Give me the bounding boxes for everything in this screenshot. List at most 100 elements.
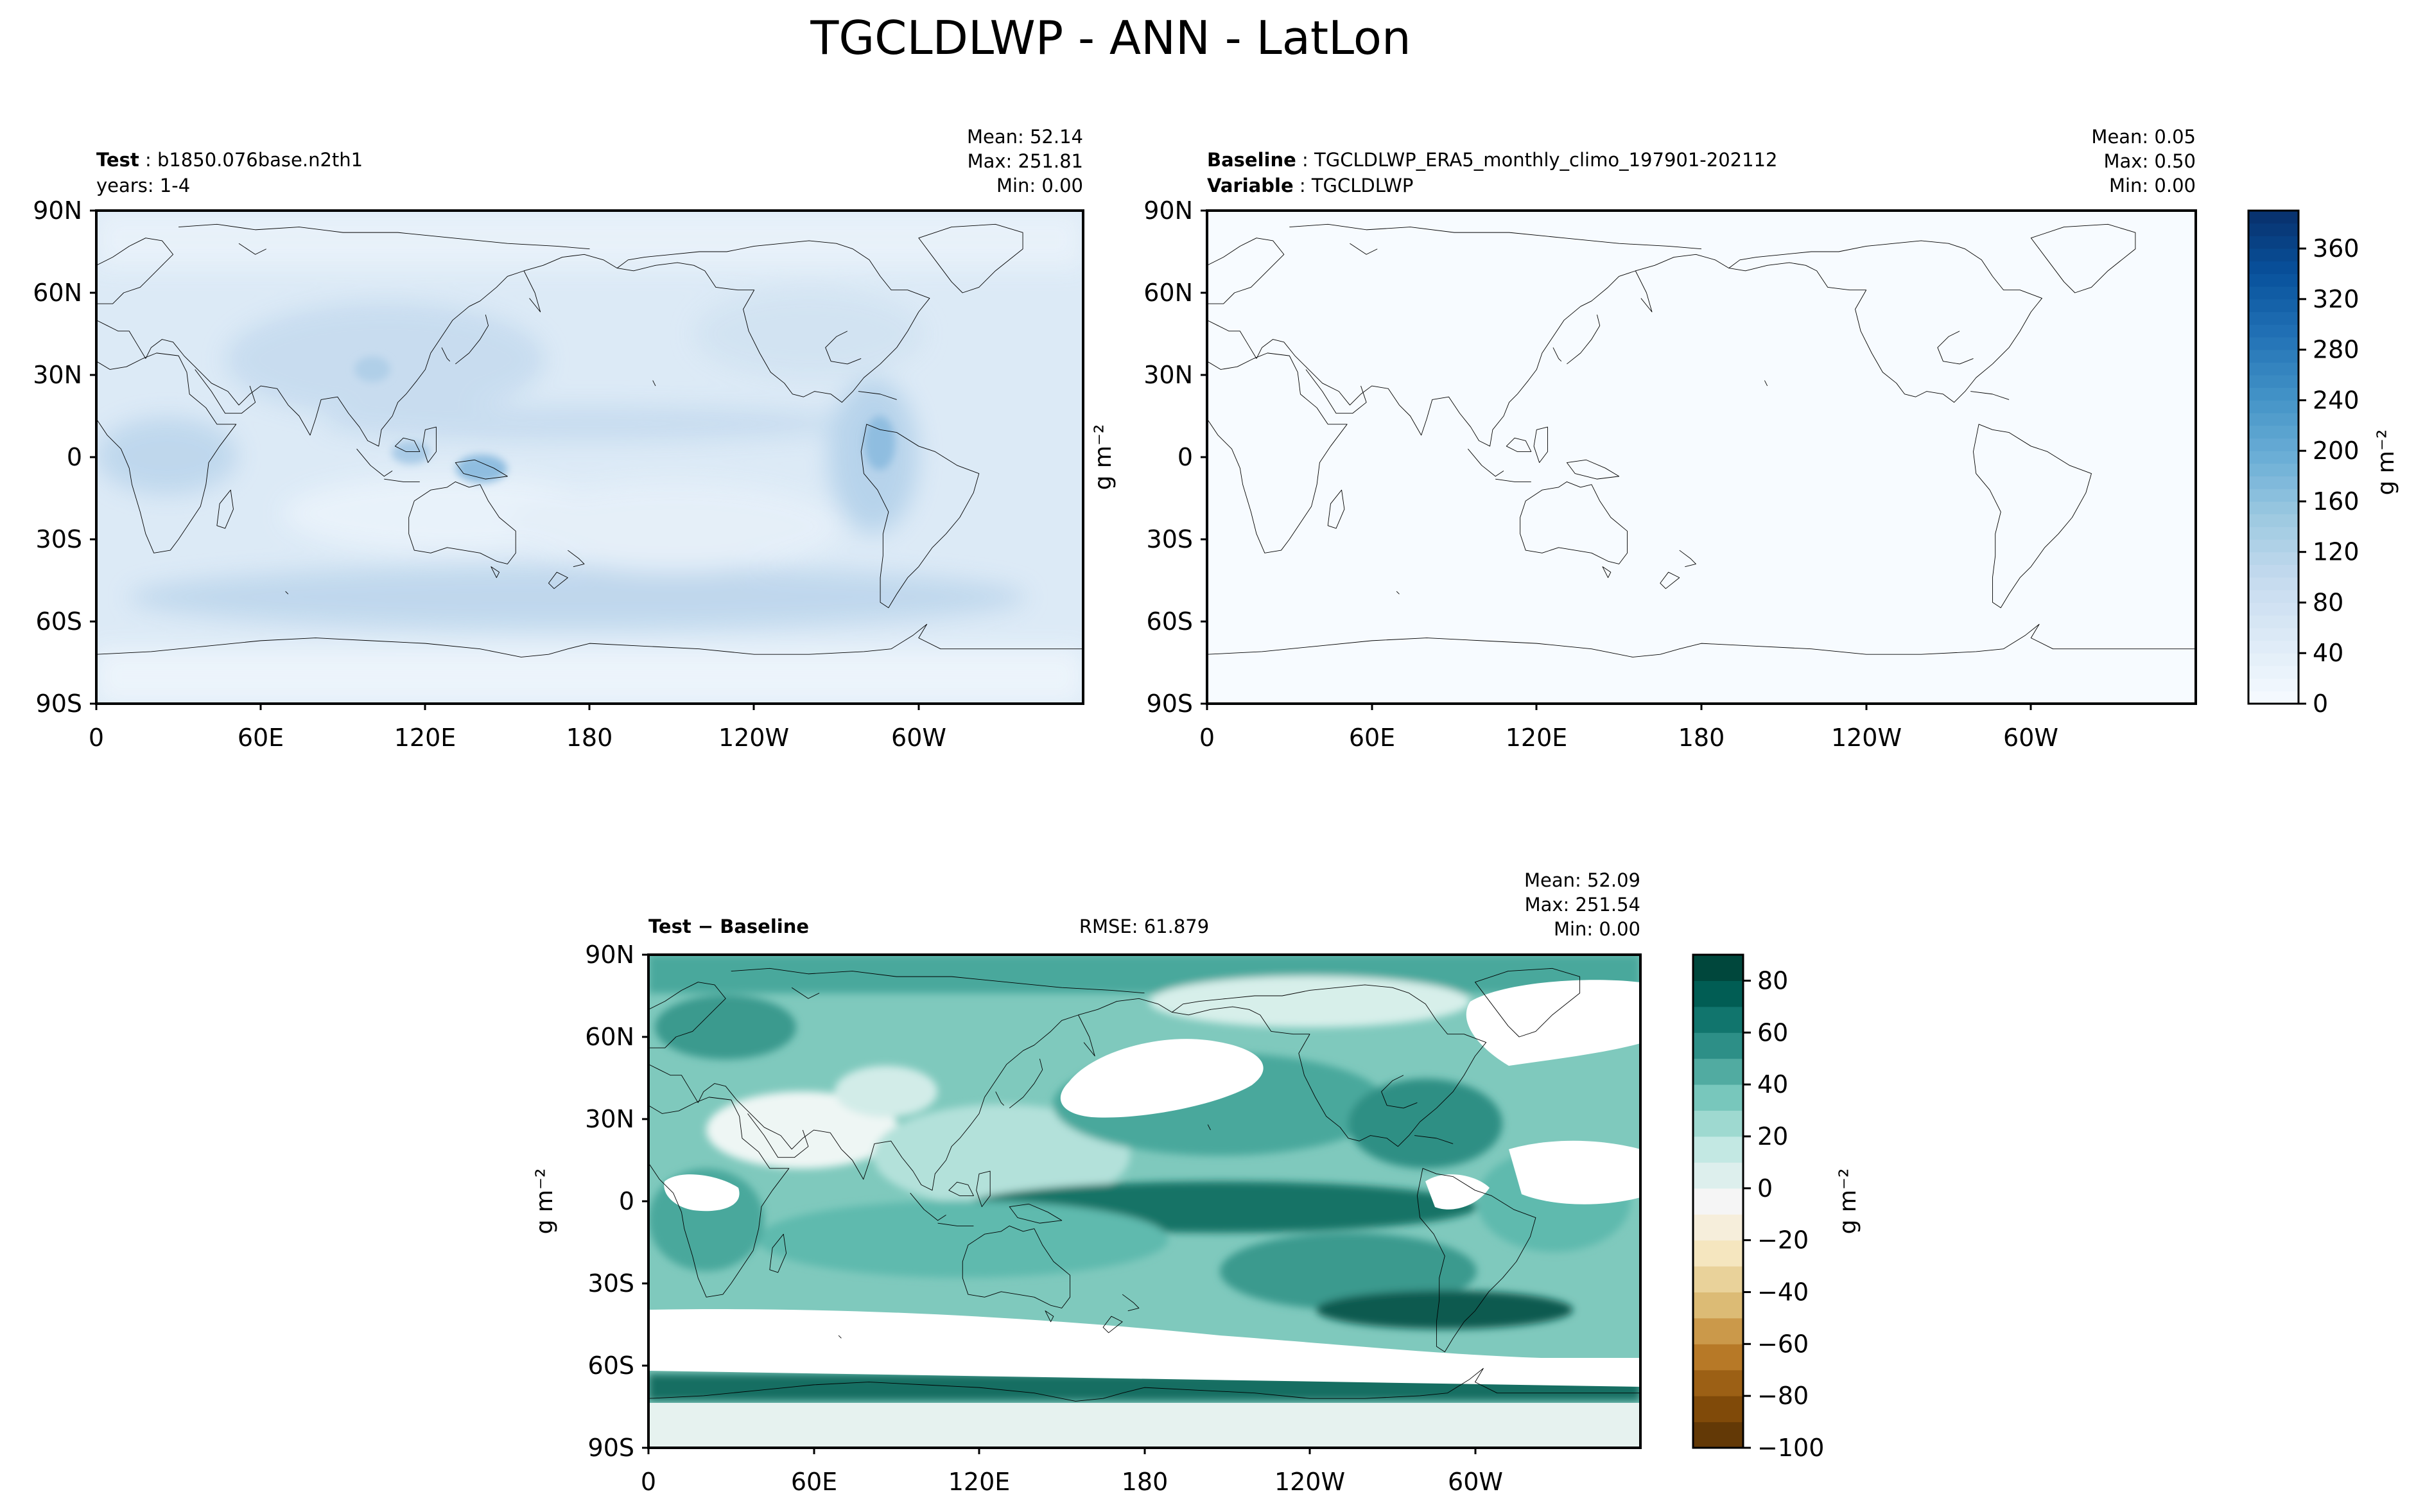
difference-colorbar-color-band xyxy=(1693,1369,1743,1396)
difference-colorbar-tick-label: −20 xyxy=(1757,1226,1809,1255)
diff-ytick: 60S xyxy=(588,1351,634,1380)
baseline-label-bold: Baseline xyxy=(1207,149,1296,171)
test-ytick: 90N xyxy=(33,196,82,225)
test-colorbar-color-band xyxy=(2248,413,2299,426)
variable-label-value: TGCLDLWP xyxy=(1311,175,1414,196)
diff-ytick: 90S xyxy=(588,1434,634,1462)
difference-colorbar: 80 60 40 20 0 −20 −40 −60 −80 −100 xyxy=(1692,953,1824,1462)
test-colorbar-color-band xyxy=(2248,501,2299,515)
baseline-stat-max: Max: 0.50 xyxy=(2103,150,2196,172)
test-colorbar: 0 40 80 120 160 200 240 280 320 360 xyxy=(2247,209,2360,718)
test-colorbar-color-band xyxy=(2248,248,2299,262)
test-colorbar-color-band xyxy=(2248,615,2299,629)
difference-colorbar-color-band xyxy=(1693,1240,1743,1267)
baseline-xtick: 60E xyxy=(1349,724,1395,752)
test-colorbar-tick-label: 200 xyxy=(2313,437,2360,465)
baseline-ytick: 90S xyxy=(1147,690,1193,718)
test-colorbar-color-band xyxy=(2248,526,2299,540)
diff-stat-max: Max: 251.54 xyxy=(1525,894,1640,916)
test-map-panel: 90N 60N 30N 0 30S 60S 90S 0 60E 120E 180… xyxy=(33,126,1084,752)
test-colorbar-color-band xyxy=(2248,589,2299,603)
baseline-ytick: 60N xyxy=(1143,279,1193,307)
difference-colorbar-tick-label: −100 xyxy=(1757,1434,1824,1462)
test-colorbar-color-band xyxy=(2248,438,2299,451)
test-ytick: 0 xyxy=(67,443,82,471)
baseline-xtick: 60W xyxy=(2003,724,2058,752)
test-colorbar-frame xyxy=(2247,209,2300,705)
test-colorbar-color-band xyxy=(2248,274,2299,287)
test-colorbar-color-band xyxy=(2248,311,2299,325)
difference-colorbar-tick-label: −60 xyxy=(1757,1330,1809,1358)
difference-colorbar-color-band xyxy=(1693,1110,1743,1137)
difference-colorbar-frame xyxy=(1692,953,1744,1449)
diff-ytick: 0 xyxy=(619,1187,634,1215)
variable-label-bold: Variable xyxy=(1207,175,1294,196)
test-colorbar-color-band xyxy=(2248,236,2299,249)
diff-ytick: 30N xyxy=(585,1105,634,1133)
diff-ytick: 60N xyxy=(585,1023,634,1051)
test-ytick: 30S xyxy=(36,525,82,553)
test-colorbar-color-band xyxy=(2248,476,2299,489)
difference-colorbar-tick-label: −40 xyxy=(1757,1278,1809,1306)
test-colorbar-tick-label: 320 xyxy=(2313,285,2360,313)
test-colorbar-tick-label: 0 xyxy=(2313,690,2328,718)
test-ytick: 60N xyxy=(33,279,82,307)
test-ytick: 30N xyxy=(33,361,82,389)
test-colorbar-color-band xyxy=(2248,286,2299,300)
difference-colorbar-unit-label: g m⁻² xyxy=(1835,1169,1861,1235)
test-stat-mean: Mean: 52.14 xyxy=(967,126,1083,148)
test-colorbar-unit-label: g m⁻² xyxy=(2373,430,2399,496)
test-stat-max: Max: 251.81 xyxy=(968,150,1083,172)
difference-colorbar-color-band xyxy=(1693,1162,1743,1189)
test-colorbar-tick-label: 240 xyxy=(2313,386,2360,414)
diff-ytick: 90N xyxy=(585,941,634,969)
test-colorbar-color-band xyxy=(2248,387,2299,401)
test-colorbar-color-band xyxy=(2248,577,2299,591)
difference-colorbar-color-band xyxy=(1693,1084,1743,1111)
baseline-label-value: TGCLDLWP_ERA5_monthly_climo_197901-20211… xyxy=(1314,149,1777,171)
test-label-bold: Test xyxy=(96,149,139,171)
masked-region-arctic-edge xyxy=(1509,1140,1640,1204)
test-colorbar-color-band xyxy=(2248,299,2299,313)
baseline-left-unit-label: g m⁻² xyxy=(1090,424,1117,491)
baseline-case-label: Baseline : TGCLDLWP_ERA5_monthly_climo_1… xyxy=(1207,149,1777,171)
test-label-value: b1850.076base.n2th1 xyxy=(157,149,363,171)
diff-xtick: 0 xyxy=(641,1468,656,1496)
test-ytick: 60S xyxy=(36,607,82,636)
difference-colorbar-color-band xyxy=(1693,1317,1743,1344)
test-xtick: 120W xyxy=(718,724,789,752)
test-colorbar-color-band xyxy=(2248,678,2299,691)
test-colorbar-color-band xyxy=(2248,451,2299,464)
test-colorbar-color-band xyxy=(2248,564,2299,578)
test-colorbar-color-band xyxy=(2248,336,2299,351)
masked-region-north-atlantic xyxy=(1466,980,1640,1066)
baseline-xtick: 120W xyxy=(1831,724,1902,752)
difference-colorbar-color-band xyxy=(1693,1266,1743,1292)
test-colorbar-color-band xyxy=(2248,375,2299,388)
diff-ytick: 30S xyxy=(588,1269,634,1298)
diff-xtick: 120E xyxy=(948,1468,1011,1496)
difference-map-panel: 90N 60N 30N 0 30S 60S 90S 0 60E 120E 180… xyxy=(532,869,1642,1496)
diff-xtick: 60W xyxy=(1448,1468,1503,1496)
test-colorbar-color-band xyxy=(2248,514,2299,527)
difference-colorbar-color-band xyxy=(1693,1006,1743,1033)
difference-colorbar-color-band xyxy=(1693,1214,1743,1241)
baseline-stat-min: Min: 0.00 xyxy=(2109,175,2196,196)
baseline-ytick: 0 xyxy=(1178,443,1193,471)
test-colorbar-color-band xyxy=(2248,362,2299,376)
test-colorbar-color-band xyxy=(2248,425,2299,439)
test-colorbar-color-band xyxy=(2248,552,2299,565)
difference-colorbar-tick-label: 40 xyxy=(1757,1070,1788,1099)
baseline-map-panel: 90N 60N 30N 0 30S 60S 90S 0 60E 120E 180… xyxy=(1090,126,2197,752)
test-colorbar-tick-label: 40 xyxy=(2313,639,2343,667)
masked-region-africa xyxy=(664,1174,740,1212)
test-xtick: 120E xyxy=(394,724,456,752)
test-colorbar-color-band xyxy=(2248,665,2299,679)
test-colorbar-color-band xyxy=(2248,489,2299,502)
diff-stat-mean: Mean: 52.09 xyxy=(1524,869,1640,891)
test-colorbar-color-band xyxy=(2248,349,2299,363)
baseline-ytick: 60S xyxy=(1147,607,1193,636)
test-colorbar-color-band xyxy=(2248,400,2299,413)
difference-colorbar-tick-label: 60 xyxy=(1757,1018,1788,1047)
